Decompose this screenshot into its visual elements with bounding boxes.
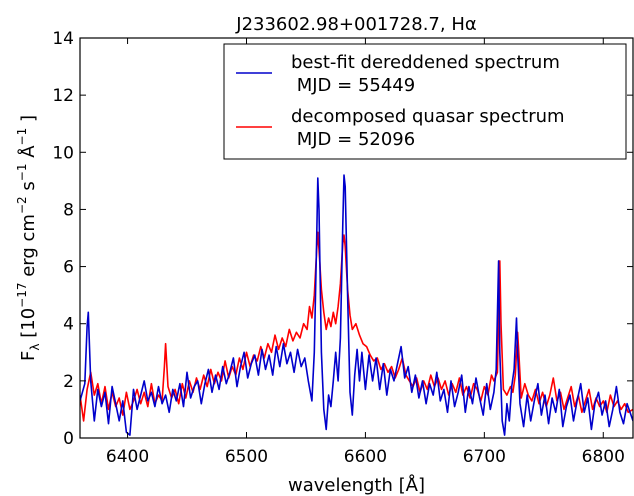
x-tick-label: 6800 (582, 447, 625, 467)
y-axis-title-exp1: −17 (15, 283, 29, 308)
y-axis-title-units: [10 (18, 308, 39, 344)
x-tick-label: 6700 (463, 447, 506, 467)
y-axis-title-close: ] (18, 115, 39, 128)
series-line-decomposed (80, 231, 633, 422)
y-tick-label: 10 (52, 143, 74, 163)
x-tick-label: 6400 (106, 447, 149, 467)
chart-title: J233602.98+001728.7, Hα (235, 14, 476, 35)
y-axis-title-s: s (18, 181, 39, 196)
y-axis-title-exp3: −1 (15, 164, 29, 182)
y-tick-label: 6 (63, 258, 74, 278)
y-tick-label: 14 (52, 29, 74, 49)
y-axis-title-lambda: λ (28, 344, 42, 351)
y-tick-label: 4 (63, 315, 74, 335)
plot-frame (79, 37, 634, 439)
series-layer (80, 174, 633, 436)
y-tick-label: 12 (52, 86, 74, 106)
legend-label-decomposed: decomposed quasar spectrum (291, 106, 565, 127)
y-axis-title-f: F (18, 351, 39, 361)
legend-label-best-fit-mjd: MJD = 55449 (291, 75, 415, 96)
y-axis-title-erg: erg cm (18, 214, 39, 282)
ticks-layer: 6400 6500 6600 6700 6800 0 2 4 6 8 10 12 14 (52, 29, 633, 467)
y-tick-label: 0 (63, 429, 74, 449)
x-axis-title: wavelength [Å] (288, 474, 425, 496)
legend-label-best-fit: best-fit dereddened spectrum (291, 52, 560, 73)
x-tick-label: 6500 (225, 447, 268, 467)
legend-box (223, 43, 627, 160)
series-line-best-fit (80, 174, 633, 436)
y-axis-title-exp4: −1 (15, 128, 29, 146)
y-axis-title: Fλ [10−17 erg cm−2 s−1 Å−1 ] (15, 115, 42, 361)
x-tick-label: 6600 (344, 447, 387, 467)
y-tick-label: 2 (63, 372, 74, 392)
y-axis-title-exp2: −2 (15, 196, 29, 214)
y-axis-title-angstrom: Å (17, 145, 39, 164)
legend: best-fit dereddened spectrum MJD = 55449… (223, 43, 627, 160)
legend-label-decomposed-mjd: MJD = 52096 (291, 129, 415, 150)
y-tick-label: 8 (63, 200, 74, 220)
